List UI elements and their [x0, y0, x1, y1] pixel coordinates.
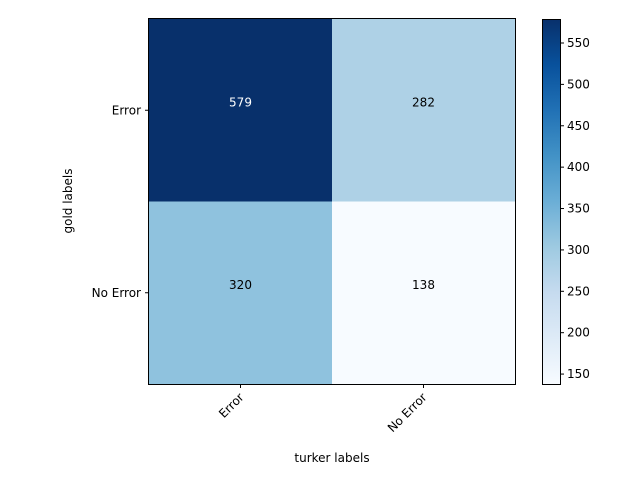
heatmap-cell: [149, 201, 333, 385]
x-tick-label: Error: [216, 390, 247, 421]
colorbar-ticks: 150 200 250 300 350 400 450 500 550: [560, 36, 590, 381]
colorbar-gradient: [542, 19, 560, 384]
cell-value-label: 282: [412, 95, 435, 109]
colorbar-tick-label: 350: [567, 202, 590, 216]
colorbar-tick-label: 150: [567, 367, 590, 381]
x-tick-label: No Error: [385, 390, 430, 435]
x-axis-label: turker labels: [294, 451, 369, 465]
colorbar-tick-label: 450: [567, 119, 590, 133]
colorbar-tick-label: 400: [567, 160, 590, 174]
colorbar-tick-label: 550: [567, 36, 590, 50]
colorbar-tick-label: 200: [567, 326, 590, 340]
y-tick-label: Error: [112, 103, 141, 117]
heatmap-cell-labels: 579 282 320 138: [229, 95, 435, 292]
colorbar-tick-label: 300: [567, 243, 590, 257]
y-axis-ticks: Error No Error: [92, 103, 149, 300]
cell-value-label: 579: [229, 95, 252, 109]
cell-value-label: 320: [229, 278, 252, 292]
x-axis-ticks: Error No Error: [216, 384, 430, 435]
heatmap-cell: [332, 201, 516, 385]
colorbar-frame: [542, 19, 561, 385]
heatmap-cells: [149, 19, 516, 385]
colorbar-tick-label: 500: [567, 77, 590, 91]
heatmap-cell: [332, 19, 516, 202]
colorbar: 150 200 250 300 350 400 450 500 550: [542, 19, 590, 385]
plot-frame: [148, 18, 516, 385]
cell-value-label: 138: [412, 278, 435, 292]
y-axis-label: gold labels: [61, 169, 75, 234]
heatmap-cell: [149, 19, 333, 202]
y-tick-label: No Error: [92, 286, 141, 300]
colorbar-tick-label: 250: [567, 284, 590, 298]
